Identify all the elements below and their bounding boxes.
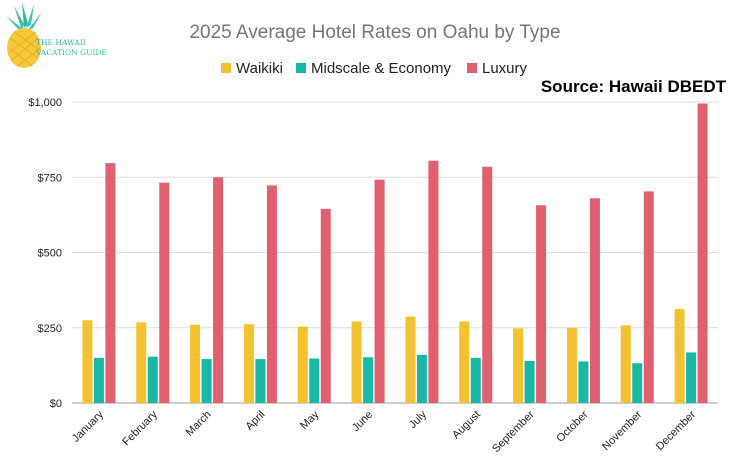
pineapple-logo: THE HAWAII VACATION GUIDE xyxy=(6,2,107,68)
bar-waikiki-march xyxy=(190,324,201,403)
bar-midscale-economy-august xyxy=(470,357,481,403)
y-tick-label: $0 xyxy=(50,398,62,410)
x-tick-label: August xyxy=(450,409,483,442)
legend: Waikiki Midscale & Economy Luxury xyxy=(221,60,528,77)
bar-waikiki-january xyxy=(82,320,93,403)
bar-luxury-february xyxy=(159,182,170,403)
bar-waikiki-december xyxy=(674,309,685,403)
bar-waikiki-june xyxy=(351,321,362,403)
x-tick-label: October xyxy=(554,408,590,444)
x-tick-label: February xyxy=(120,408,160,448)
x-tick-label: November xyxy=(600,408,645,453)
bar-luxury-july xyxy=(428,160,439,403)
chart-title: 2025 Average Hotel Rates on Oahu by Type xyxy=(189,22,560,43)
y-tick-label: $750 xyxy=(38,172,62,184)
bar-luxury-april xyxy=(266,185,277,403)
bar-midscale-economy-may xyxy=(309,358,320,403)
bar-midscale-economy-february xyxy=(147,356,158,403)
x-tick-label: April xyxy=(243,409,267,433)
bar-waikiki-april xyxy=(243,324,254,403)
legend-swatch xyxy=(467,63,477,73)
gridlines xyxy=(72,101,718,404)
x-tick-label: January xyxy=(70,408,107,445)
bar-midscale-economy-june xyxy=(363,357,374,403)
y-tick-label: $500 xyxy=(38,248,62,260)
y-axis-ticks: $0 $250 $500 $750 $1,000 xyxy=(28,97,62,410)
x-axis-ticks: January February March April May June July Augu… xyxy=(70,408,699,455)
bar-luxury-may xyxy=(320,208,331,403)
y-tick-label: $1,000 xyxy=(28,97,62,109)
bar-luxury-august xyxy=(482,166,493,403)
logo-line2: VACATION GUIDE xyxy=(35,48,107,57)
bar-luxury-june xyxy=(374,179,385,403)
source-note: Source: Hawaii DBEDT xyxy=(541,77,727,96)
bar-midscale-economy-october xyxy=(578,361,589,403)
bar-waikiki-may xyxy=(297,326,308,403)
bar-luxury-november xyxy=(643,191,654,403)
bar-midscale-economy-march xyxy=(201,359,212,403)
logo-line1: THE HAWAII xyxy=(36,38,86,47)
bar-waikiki-november xyxy=(620,325,631,403)
bar-luxury-december xyxy=(697,103,708,403)
bars xyxy=(82,103,708,403)
legend-label: Luxury xyxy=(482,60,528,77)
x-tick-label: December xyxy=(654,408,699,453)
bar-luxury-october xyxy=(589,198,600,403)
bar-midscale-economy-january xyxy=(93,357,104,403)
bar-midscale-economy-july xyxy=(416,354,427,403)
bar-waikiki-september xyxy=(513,328,524,403)
x-tick-label: May xyxy=(298,408,322,432)
bar-luxury-march xyxy=(213,177,224,403)
legend-label: Waikiki xyxy=(236,60,283,77)
x-tick-label: September xyxy=(490,408,537,455)
y-tick-label: $250 xyxy=(38,323,62,335)
x-tick-label: July xyxy=(407,408,430,431)
bar-midscale-economy-november xyxy=(632,363,643,403)
bar-midscale-economy-december xyxy=(686,352,697,403)
bar-luxury-september xyxy=(536,205,547,403)
bar-waikiki-july xyxy=(405,316,416,403)
legend-swatch xyxy=(296,63,306,73)
x-tick-label: March xyxy=(184,409,214,439)
pineapple-crown-icon xyxy=(6,2,42,31)
bar-midscale-economy-april xyxy=(255,359,266,403)
bar-luxury-january xyxy=(105,163,116,403)
x-tick-label: June xyxy=(350,409,375,434)
bar-midscale-economy-september xyxy=(524,360,535,403)
legend-label: Midscale & Economy xyxy=(311,60,452,77)
bar-waikiki-february xyxy=(136,322,147,403)
legend-swatch xyxy=(221,63,231,73)
bar-waikiki-october xyxy=(566,327,577,403)
bar-waikiki-august xyxy=(459,321,470,403)
